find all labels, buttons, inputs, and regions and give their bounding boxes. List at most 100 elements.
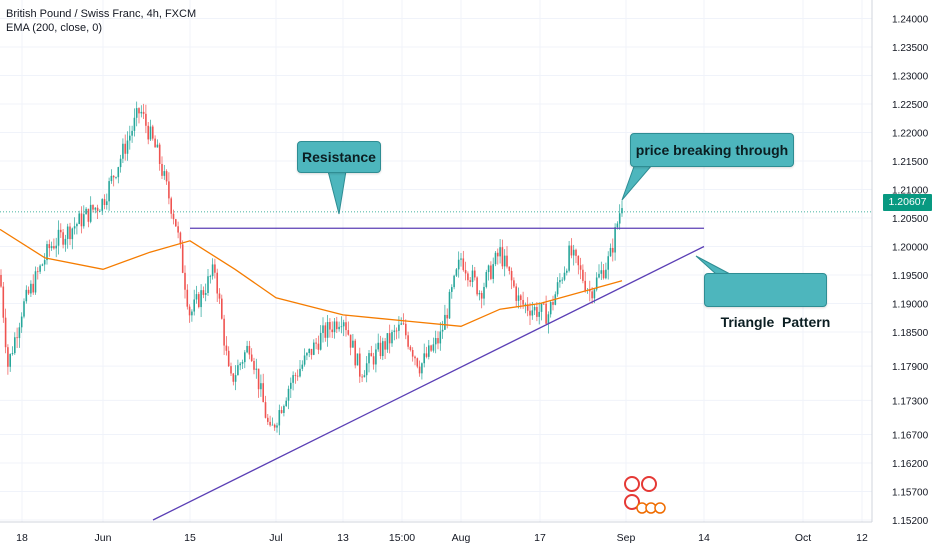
candle [494, 251, 497, 267]
candle [7, 344, 9, 375]
candle [101, 198, 103, 215]
candle [536, 301, 538, 322]
x-tick-label: 17 [534, 532, 546, 544]
tradingview-idea-badge-icon[interactable] [622, 470, 670, 522]
candle [85, 207, 87, 215]
candle [257, 368, 260, 398]
candle [584, 271, 586, 293]
candle [25, 285, 28, 304]
candle [559, 273, 561, 288]
y-tick-label: 1.22000 [892, 129, 929, 140]
triangle-callout[interactable]: Triangle Pattern [704, 273, 830, 330]
candle [556, 277, 559, 297]
candle [37, 267, 39, 280]
candle [501, 239, 504, 270]
candle [605, 262, 607, 280]
candle [149, 119, 152, 142]
candle [421, 362, 423, 380]
candle [591, 287, 593, 304]
candle [246, 340, 248, 354]
candle [347, 321, 350, 336]
candle [0, 269, 2, 288]
candle [508, 266, 511, 275]
symbol-label[interactable]: British Pound / Swiss Franc, 4h, FXCM [6, 8, 197, 20]
candle [271, 417, 274, 426]
candle [165, 169, 168, 185]
candle [319, 325, 322, 351]
candle [395, 327, 398, 340]
candle [34, 266, 37, 295]
candle [177, 221, 179, 239]
x-tick-label: 13 [337, 532, 349, 544]
candle [23, 298, 25, 319]
y-tick-label: 1.23500 [892, 43, 929, 54]
candle [365, 356, 368, 383]
candle [16, 327, 18, 349]
resistance-callout[interactable]: Resistance [297, 141, 381, 173]
candle [89, 196, 92, 224]
candle [497, 248, 499, 265]
candle [99, 209, 101, 212]
candle [41, 263, 44, 267]
candle [204, 283, 207, 302]
candle [487, 264, 490, 281]
callout-pointers [327, 157, 731, 275]
candle [225, 336, 228, 356]
candle [170, 196, 172, 219]
candle [363, 370, 366, 378]
candle [154, 135, 156, 148]
candle [602, 263, 605, 280]
candle [60, 223, 62, 238]
candle [244, 350, 246, 369]
candle [331, 321, 333, 339]
candle [156, 139, 159, 148]
candle [223, 314, 225, 356]
candle [545, 295, 547, 325]
candle [388, 324, 391, 354]
candle [211, 258, 214, 280]
candle [384, 337, 386, 360]
x-tick-label: 14 [698, 532, 710, 544]
candle [227, 346, 230, 367]
candle [448, 289, 451, 319]
candle [455, 267, 458, 277]
candle [260, 374, 262, 397]
candle [575, 248, 577, 264]
candle [122, 138, 124, 164]
candle [186, 284, 189, 310]
candle [78, 210, 80, 225]
candle [278, 404, 281, 436]
candle [301, 360, 304, 372]
candle [147, 121, 149, 145]
candle [400, 317, 402, 326]
candle [126, 131, 129, 161]
triangle-callout-text: Triangle Pattern [720, 314, 831, 330]
candle [411, 347, 414, 362]
y-tick-label: 1.15700 [892, 488, 929, 499]
candle [375, 343, 377, 373]
candle [280, 406, 283, 414]
candle [239, 362, 241, 371]
candle [393, 324, 396, 341]
candle [140, 105, 143, 118]
candle [333, 317, 336, 339]
candle [471, 264, 474, 288]
candle [32, 274, 34, 295]
indicator-label[interactable]: EMA (200, close, 0) [6, 22, 102, 34]
y-tick-label: 1.24000 [892, 15, 929, 26]
triangle-callout-pointer [695, 255, 731, 275]
candle [96, 204, 99, 220]
candle [2, 282, 5, 323]
candle [62, 228, 64, 249]
breakout-callout[interactable]: price breaking through [630, 133, 794, 167]
candle [181, 240, 184, 274]
candle [538, 302, 540, 325]
trendlines [152, 227, 705, 521]
candle [179, 231, 182, 249]
candle [612, 238, 614, 262]
candle [402, 313, 405, 326]
y-tick-label: 1.21000 [892, 185, 929, 196]
y-tick-label: 1.19500 [892, 271, 929, 282]
